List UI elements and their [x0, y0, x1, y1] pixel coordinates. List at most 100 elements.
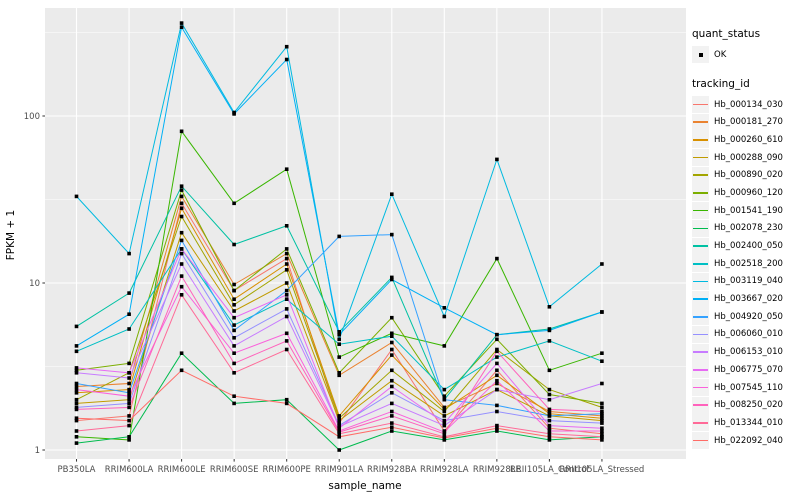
legend-item-label: Hb_022092_040: [714, 435, 783, 446]
data-point: [495, 423, 499, 428]
data-point: [495, 373, 499, 378]
data-point: [232, 394, 236, 398]
legend-item-tracking: Hb_000260_610: [692, 131, 798, 149]
ok-square-marker-icon: [692, 46, 709, 64]
data-point: [337, 355, 341, 359]
legend-item-tracking: Hb_022092_040: [692, 432, 798, 450]
line-swatch-icon: [692, 379, 709, 397]
data-point: [74, 416, 79, 420]
data-point: [600, 432, 604, 436]
data-point: [284, 347, 289, 352]
data-point: [284, 281, 289, 285]
data-point: [337, 330, 341, 334]
legend-item-tracking: Hb_006060_010: [692, 325, 798, 344]
data-point: [442, 394, 447, 398]
data-point: [337, 337, 341, 342]
data-point: [179, 247, 184, 251]
data-point: [600, 359, 604, 363]
y-tick-label: 10: [29, 279, 40, 289]
line-chart: 1 10 100 PB350LA RRIM600LA RRIM600LE RRIM600SE…: [5, 8, 686, 492]
data-point: [495, 349, 499, 354]
y-tick-label: 1: [35, 446, 40, 456]
legend-item-label: Hb_000890_020: [714, 170, 783, 181]
data-point: [232, 201, 236, 206]
x-tick-label: RRIM928LE: [473, 465, 521, 475]
data-point: [127, 438, 131, 442]
legend-item-label: Hb_000260_610: [714, 134, 783, 145]
legend-item-tracking: Hb_000288_090: [692, 149, 798, 167]
data-point: [390, 378, 394, 383]
data-point: [495, 337, 499, 342]
legend-item-label: Hb_002518_200: [714, 258, 783, 269]
legend-item-ok: OK: [692, 46, 798, 64]
data-point: [495, 429, 499, 433]
data-point: [390, 347, 394, 352]
data-point: [127, 397, 131, 402]
legend-item-tracking: Hb_001541_190: [692, 202, 798, 220]
data-point: [442, 409, 447, 414]
data-point: [547, 411, 552, 416]
line-swatch-icon: [692, 396, 709, 414]
data-point: [284, 256, 289, 261]
legend-item-tracking: Hb_000181_270: [692, 113, 798, 131]
data-point: [337, 234, 341, 239]
data-point: [442, 421, 447, 425]
line-swatch-icon: [692, 184, 709, 202]
legend-item-tracking: Hb_007545_110: [692, 379, 798, 397]
data-point: [442, 387, 447, 392]
data-point: [547, 429, 552, 433]
data-point: [74, 366, 79, 370]
legend-item-label: Hb_008250_020: [714, 400, 783, 411]
data-point: [284, 331, 289, 336]
data-point: [547, 387, 552, 392]
data-point: [600, 405, 604, 410]
data-point: [127, 361, 131, 366]
data-point: [390, 421, 394, 425]
data-point: [232, 303, 236, 307]
x-tick-label: RRIM901LA: [315, 465, 364, 475]
data-point: [127, 405, 131, 410]
data-point: [547, 368, 552, 373]
data-point: [284, 293, 289, 297]
data-point: [179, 129, 184, 134]
data-point: [232, 401, 236, 406]
legend-item-tracking: Hb_000960_120: [692, 184, 798, 202]
data-point: [547, 339, 552, 343]
data-point: [337, 421, 341, 425]
data-point: [547, 432, 552, 436]
data-point: [547, 305, 552, 309]
x-tick-label: RRII105LA_Stressed: [560, 465, 645, 475]
legend-item-label: Hb_003667_020: [714, 294, 783, 305]
data-point: [600, 414, 604, 418]
data-point: [547, 426, 552, 430]
data-point: [390, 275, 394, 280]
data-point: [600, 411, 604, 416]
data-point: [179, 293, 184, 297]
x-tick-label: PB350LA: [58, 465, 96, 475]
line-swatch-icon: [692, 272, 709, 290]
data-point: [179, 194, 184, 199]
data-point: [74, 397, 79, 402]
data-point: [600, 262, 604, 266]
data-point: [127, 291, 131, 295]
data-point: [284, 167, 289, 171]
data-point: [442, 438, 447, 442]
data-point: [600, 426, 604, 430]
legend-item-label: Hb_000181_270: [714, 117, 783, 128]
data-point: [232, 323, 236, 327]
line-swatch-icon: [692, 149, 709, 167]
series-points-Hb_001541_190: [74, 129, 604, 442]
data-point: [232, 112, 236, 116]
data-point: [179, 206, 184, 211]
data-point: [390, 384, 394, 389]
data-point: [232, 282, 236, 287]
data-point: [232, 328, 236, 333]
series-points-Hb_013344_010: [74, 293, 604, 439]
data-point: [232, 361, 236, 366]
data-point: [547, 418, 552, 423]
legend-item-label: Hb_000288_090: [714, 152, 783, 163]
data-point: [127, 327, 131, 331]
line-swatch-icon: [692, 166, 709, 184]
legend: quant_status OK tracking_id Hb_000134_03…: [692, 28, 798, 463]
data-point: [495, 409, 499, 414]
